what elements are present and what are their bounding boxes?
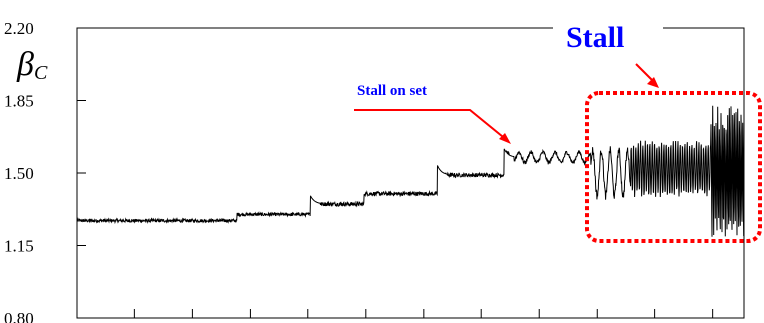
stall-onset-arrow — [354, 109, 509, 142]
y-tick-label: 0.80 — [4, 309, 34, 323]
stall-region-box — [585, 91, 762, 243]
stall-onset-label: Stall on set — [357, 83, 427, 99]
y-tick-label: 2.20 — [4, 19, 34, 38]
stall-onset-annotation: Stall on set — [354, 83, 511, 144]
plot-area — [76, 105, 745, 237]
y-axis-label: βC — [16, 46, 48, 84]
stall-label: Stall — [566, 21, 624, 54]
y-tick-label: 1.15 — [4, 237, 34, 256]
y-tick-label: 1.50 — [4, 164, 34, 183]
stall-annotation: Stall — [553, 5, 762, 243]
stall-arrowhead — [647, 77, 659, 88]
stall-arrow — [635, 63, 655, 83]
y-axis: 2.20 1.85 1.50 1.15 0.80 — [4, 19, 86, 323]
series-line — [76, 105, 745, 237]
stall-label-bg — [553, 5, 663, 55]
y-tick-label: 1.85 — [4, 92, 34, 111]
x-axis — [76, 309, 714, 318]
stall-onset-arrowhead — [499, 133, 511, 144]
